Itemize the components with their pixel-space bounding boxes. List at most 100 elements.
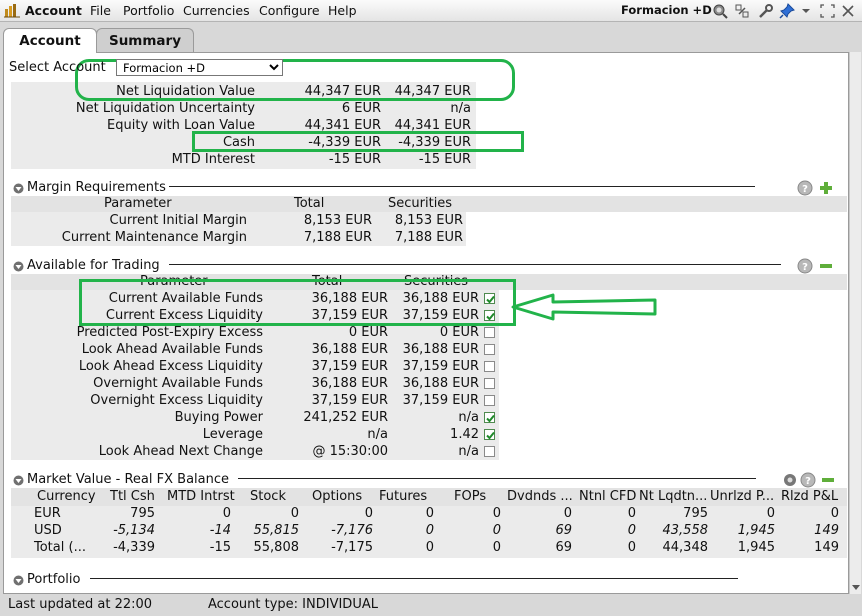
fx-row-cell: 795 <box>130 506 155 521</box>
chevron-down-icon[interactable] <box>800 3 817 19</box>
wrench-icon[interactable] <box>757 3 774 19</box>
balance-securities: -15 EUR <box>418 152 471 167</box>
market-value-section-title[interactable]: Market Value - Real FX Balance <box>27 472 229 487</box>
checkbox-unchecked[interactable] <box>484 327 495 338</box>
close-icon[interactable] <box>840 3 857 19</box>
annotation-box-net-liquidation <box>75 59 515 101</box>
section-divider <box>238 478 756 479</box>
scroll-down-arrow-icon[interactable] <box>851 582 861 592</box>
checkbox-unchecked[interactable] <box>484 446 495 457</box>
margin-header-parameter: Parameter <box>104 196 172 211</box>
fx-row-cell: 0 <box>830 506 839 521</box>
account-select[interactable]: Formacion +D <box>116 59 283 76</box>
trading-row-total: 36,188 EUR <box>311 376 388 391</box>
trading-band <box>11 290 499 460</box>
fx-row-cell: 0 <box>222 506 231 521</box>
vertical-scrollbar[interactable] <box>849 52 861 594</box>
last-updated-text: Last updated at 22:00 <box>8 597 153 612</box>
fx-row-cell: 1,945 <box>737 540 775 555</box>
trading-row-total: 241,252 EUR <box>303 410 388 425</box>
portfolio-section-title[interactable]: Portfolio <box>27 572 81 587</box>
account-type-text: Account type: INDIVIDUAL <box>208 597 378 612</box>
fx-row-cell: 0 <box>627 540 636 555</box>
trading-row-label: Look Ahead Available Funds <box>81 342 263 357</box>
trading-row-label: Current Excess Liquidity <box>105 308 263 323</box>
menu-currencies[interactable]: Currencies <box>183 3 250 18</box>
chevron-down-icon[interactable] <box>13 183 24 194</box>
checkbox-checked[interactable] <box>484 429 495 440</box>
trading-row-securities: 37,159 EUR <box>402 359 479 374</box>
section-divider <box>169 264 781 265</box>
search-icon[interactable] <box>712 3 729 19</box>
fx-row-cell: 0 <box>492 523 501 538</box>
fx-row-cell: 0 <box>425 523 434 538</box>
restore-icon[interactable] <box>819 3 836 19</box>
chevron-down-icon[interactable] <box>13 261 24 272</box>
fx-header-cell: Options <box>312 489 363 504</box>
trading-row-label: Look Ahead Excess Liquidity <box>78 359 263 374</box>
trading-section-title[interactable]: Available for Trading <box>27 258 160 273</box>
trading-row-total: 36,188 EUR <box>311 291 388 306</box>
fx-row-cell: 0 <box>425 540 434 555</box>
checkbox-unchecked[interactable] <box>484 344 495 355</box>
fx-header-cell: Ntnl CFD <box>579 489 637 504</box>
fx-row-cell: -7,175 <box>331 540 373 555</box>
checkbox-checked[interactable] <box>484 293 495 304</box>
balance-label: Net Liquidation Uncertainty <box>75 101 255 116</box>
menu-configure[interactable]: Configure <box>259 3 320 18</box>
annotation-arrow-icon <box>511 293 657 321</box>
balance-label: MTD Interest <box>171 152 255 167</box>
checkbox-unchecked[interactable] <box>484 395 495 406</box>
chevron-down-icon[interactable] <box>13 575 24 586</box>
fx-row-cell: 55,815 <box>253 523 300 538</box>
fx-header-cell: MTD Intrst <box>167 489 235 504</box>
fx-row-cell: 0 <box>563 506 572 521</box>
tab-account[interactable]: Account <box>3 28 97 53</box>
margin-row-total: 8,153 EUR <box>303 213 372 228</box>
trading-row-total: 37,159 EUR <box>311 308 388 323</box>
pin-icon[interactable] <box>779 3 796 19</box>
fx-header-cell: Currency <box>37 489 96 504</box>
trading-row-total: 0 EUR <box>348 325 388 340</box>
trading-header-band <box>11 274 847 290</box>
help-icon[interactable]: ? <box>797 258 813 274</box>
checkbox-checked[interactable] <box>484 412 495 423</box>
link-icon[interactable] <box>734 3 751 19</box>
trading-row-total: @ 15:30:00 <box>312 444 388 459</box>
fx-header-cell: Nt Lqdtn... <box>639 489 708 504</box>
fx-row-cell: -4,339 <box>113 540 155 555</box>
menu-portfolio[interactable]: Portfolio <box>123 3 175 18</box>
annotation-box-available-funds <box>79 279 516 326</box>
chevron-down-icon[interactable] <box>13 475 24 486</box>
collapse-minus-icon[interactable] <box>818 258 834 274</box>
checkbox-unchecked[interactable] <box>484 361 495 372</box>
balance-securities: n/a <box>450 101 471 116</box>
balance-total: 44,341 EUR <box>304 118 381 133</box>
trading-row-label: Buying Power <box>174 410 263 425</box>
menu-help[interactable]: Help <box>328 3 357 18</box>
menu-file[interactable]: File <box>90 3 111 18</box>
margin-section-title[interactable]: Margin Requirements <box>27 180 166 195</box>
fx-row-cell: 1,945 <box>737 523 775 538</box>
fx-row-cell: 0 <box>290 506 299 521</box>
balance-label: Equity with Loan Value <box>107 118 255 133</box>
fx-row-cell: 44,348 <box>662 540 709 555</box>
expand-plus-icon[interactable] <box>818 180 834 196</box>
fx-row-cell: 795 <box>683 506 708 521</box>
settings-icon[interactable] <box>782 472 798 488</box>
help-icon[interactable]: ? <box>797 180 813 196</box>
fx-header-cell: Rlzd P&L <box>781 489 839 504</box>
menu-bar: Account File Portfolio Currencies Config… <box>0 0 862 22</box>
svg-text:?: ? <box>802 184 808 195</box>
fx-row-currency: EUR <box>34 506 61 521</box>
fx-row-cell: 55,808 <box>253 540 300 555</box>
checkbox-unchecked[interactable] <box>484 378 495 389</box>
collapse-minus-icon[interactable] <box>820 472 836 488</box>
help-icon[interactable]: ? <box>800 472 816 488</box>
margin-row-label: Current Maintenance Margin <box>61 230 247 245</box>
checkbox-checked[interactable] <box>484 310 495 321</box>
margin-header-band <box>11 196 847 212</box>
balance-securities: -4,339 EUR <box>398 135 471 150</box>
tab-summary[interactable]: Summary <box>96 28 194 52</box>
balance-total: 44,347 EUR <box>304 84 381 99</box>
